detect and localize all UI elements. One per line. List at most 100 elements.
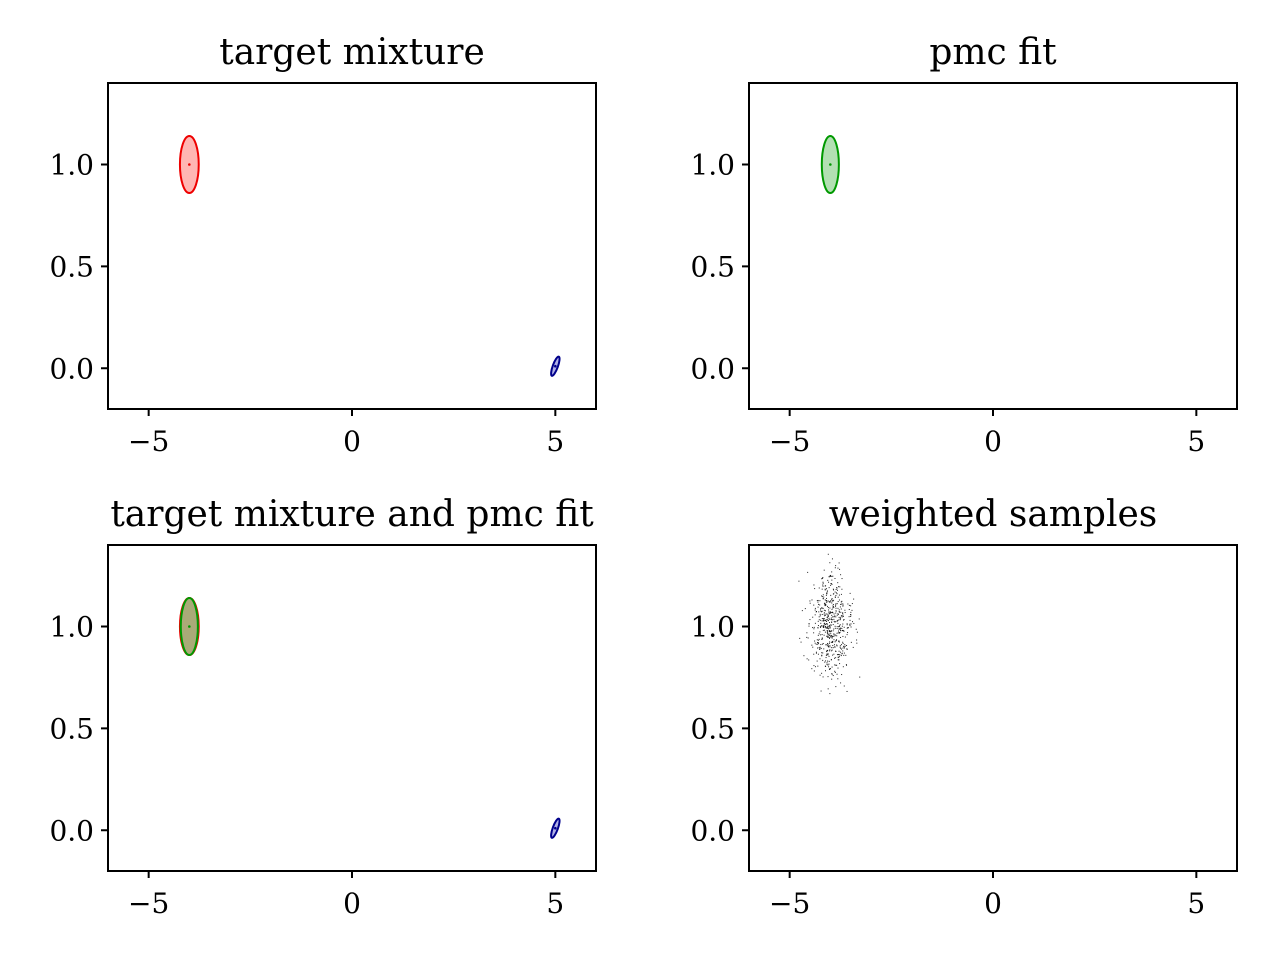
sample-point [827, 600, 829, 602]
sample-point [827, 625, 829, 627]
sample-point [834, 671, 836, 673]
sample-point [836, 635, 838, 637]
sample-point [828, 601, 830, 603]
sample-point [800, 641, 802, 643]
sample-point [828, 581, 830, 583]
sample-point [820, 607, 822, 609]
sample-point [824, 602, 826, 604]
axes-frame [748, 544, 1238, 872]
sample-point [826, 605, 828, 607]
sample-point [821, 638, 823, 640]
sample-point [841, 627, 843, 629]
sample-point [819, 631, 821, 633]
sample-point [812, 616, 814, 618]
sample-point [853, 622, 855, 624]
sample-point [831, 598, 833, 600]
sample-point [823, 603, 825, 605]
sample-point [828, 630, 830, 632]
sample-point [831, 678, 833, 680]
sample-point [833, 644, 835, 646]
sample-point [825, 603, 827, 605]
sample-point [831, 608, 833, 610]
sample-point [829, 637, 831, 639]
sample-point [828, 611, 830, 613]
sample-point [843, 619, 845, 621]
sample-point [799, 637, 801, 639]
sample-point [814, 666, 816, 668]
sample-point [821, 588, 823, 590]
sample-point [820, 625, 822, 627]
sample-point [827, 607, 829, 609]
sample-point [823, 625, 825, 627]
sample-point [806, 636, 808, 638]
sample-point [819, 674, 821, 676]
sample-point [821, 643, 823, 645]
sample-point [826, 623, 828, 625]
sample-point [803, 655, 805, 657]
sample-point [814, 622, 816, 624]
component-center-point [188, 163, 191, 166]
sample-point [822, 577, 824, 579]
sample-point [858, 618, 860, 620]
sample-point [826, 627, 828, 629]
sample-point [836, 673, 838, 675]
sample-point [820, 644, 822, 646]
sample-point [831, 641, 833, 643]
sample-point [813, 604, 815, 606]
sample-point [817, 606, 819, 608]
sample-point [821, 638, 823, 640]
sample-point [818, 619, 820, 621]
sample-point [847, 632, 849, 634]
sample-point [832, 607, 834, 609]
sample-point [823, 619, 825, 621]
sample-point [837, 659, 839, 661]
sample-point [817, 627, 819, 629]
sample-point [827, 618, 829, 620]
subplot-title: pmc fit [929, 32, 1057, 73]
sample-point [844, 647, 846, 649]
sample-point [818, 638, 820, 640]
sample-point [819, 604, 821, 606]
sample-point [809, 602, 811, 604]
sample-point [820, 626, 822, 628]
y-tick-label: 0.5 [49, 712, 94, 745]
sample-point [842, 641, 844, 643]
sample-point [830, 631, 832, 633]
sample-point [838, 626, 840, 628]
sample-point [823, 596, 825, 598]
sample-point [840, 603, 842, 605]
sample-point [830, 624, 832, 626]
sample-point [828, 666, 830, 668]
sample-point [846, 648, 848, 650]
x-tick-label: 5 [546, 887, 564, 920]
sample-point [820, 622, 822, 624]
sample-point [824, 599, 826, 601]
sample-point [841, 600, 843, 602]
sample-point [826, 619, 828, 621]
x-tick-label: −5 [769, 425, 810, 458]
sample-point [812, 627, 814, 629]
sample-point [829, 575, 831, 577]
sample-point [830, 612, 832, 614]
sample-point [823, 623, 825, 625]
sample-point [813, 632, 815, 634]
sample-point [829, 627, 831, 629]
sample-point [817, 625, 819, 627]
sample-point [822, 629, 824, 631]
sample-point [850, 611, 852, 613]
sample-point [828, 613, 830, 615]
sample-point [850, 605, 852, 607]
sample-point [824, 605, 826, 607]
sample-point [834, 664, 836, 666]
sample-point [827, 660, 829, 662]
sample-point [825, 614, 827, 616]
sample-point [836, 664, 838, 666]
sample-point [819, 626, 821, 628]
sample-point [824, 631, 826, 633]
sample-point [825, 585, 827, 587]
sample-point [821, 634, 823, 636]
sample-point [846, 645, 848, 647]
component-center-point [554, 826, 557, 830]
sample-point [848, 616, 850, 618]
